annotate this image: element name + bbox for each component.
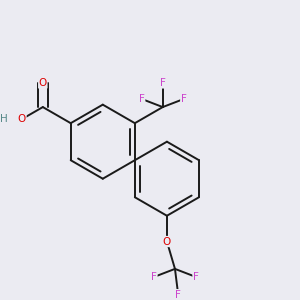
Text: F: F [193,272,199,282]
Text: O: O [39,78,47,88]
Text: O: O [18,114,26,124]
Text: F: F [181,94,187,104]
Text: F: F [151,272,157,282]
Text: F: F [139,94,145,104]
Text: H: H [0,114,8,124]
Text: F: F [175,290,181,300]
Text: F: F [160,78,166,88]
Text: O: O [163,236,171,247]
